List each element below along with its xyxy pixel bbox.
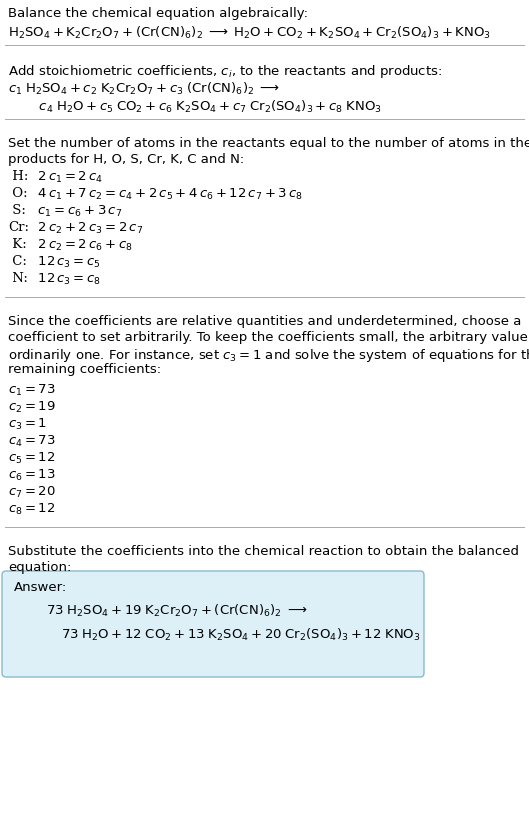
Text: $c_1 = 73$: $c_1 = 73$ bbox=[8, 383, 56, 398]
Text: $\quad c_4\;\mathrm{H_2O} + c_5\;\mathrm{CO_2} + c_6\;\mathrm{K_2SO_4} + c_7\;\m: $\quad c_4\;\mathrm{H_2O} + c_5\;\mathrm… bbox=[26, 99, 382, 115]
Text: $c_2 = 19$: $c_2 = 19$ bbox=[8, 400, 56, 415]
Text: $\;2\,c_2 + 2\,c_3 = 2\,c_7$: $\;2\,c_2 + 2\,c_3 = 2\,c_7$ bbox=[34, 221, 143, 236]
Text: Since the coefficients are relative quantities and underdetermined, choose a: Since the coefficients are relative quan… bbox=[8, 315, 522, 328]
Text: Add stoichiometric coefficients, $c_i$, to the reactants and products:: Add stoichiometric coefficients, $c_i$, … bbox=[8, 63, 442, 80]
Text: $\;12\,c_3 = c_8$: $\;12\,c_3 = c_8$ bbox=[34, 272, 101, 287]
Text: Cr:: Cr: bbox=[8, 221, 29, 234]
Text: Answer:: Answer: bbox=[14, 581, 67, 594]
Text: $c_3 = 1$: $c_3 = 1$ bbox=[8, 417, 47, 432]
Text: ordinarily one. For instance, set $c_3 = 1$ and solve the system of equations fo: ordinarily one. For instance, set $c_3 =… bbox=[8, 347, 529, 364]
Text: $c_1\;\mathrm{H_2SO_4} + c_2\;\mathrm{K_2Cr_2O_7} + c_3\;\mathrm{(Cr(CN)_6)_2}\;: $c_1\;\mathrm{H_2SO_4} + c_2\;\mathrm{K_… bbox=[8, 81, 280, 97]
Text: equation:: equation: bbox=[8, 561, 71, 574]
Text: Balance the chemical equation algebraically:: Balance the chemical equation algebraica… bbox=[8, 7, 308, 20]
Text: $73\;\mathrm{H_2SO_4} + 19\;\mathrm{K_2Cr_2O_7} + \mathrm{(Cr(CN)_6)_2}\;\longri: $73\;\mathrm{H_2SO_4} + 19\;\mathrm{K_2C… bbox=[46, 603, 308, 619]
Text: Set the number of atoms in the reactants equal to the number of atoms in the: Set the number of atoms in the reactants… bbox=[8, 137, 529, 150]
Text: $c_5 = 12$: $c_5 = 12$ bbox=[8, 451, 56, 466]
Text: products for H, O, S, Cr, K, C and N:: products for H, O, S, Cr, K, C and N: bbox=[8, 153, 244, 166]
Text: $c_6 = 13$: $c_6 = 13$ bbox=[8, 468, 56, 483]
Text: C:: C: bbox=[8, 255, 27, 268]
Text: N:: N: bbox=[8, 272, 28, 285]
Text: $\;2\,c_2 = 2\,c_6 + c_8$: $\;2\,c_2 = 2\,c_6 + c_8$ bbox=[34, 238, 133, 253]
Text: Substitute the coefficients into the chemical reaction to obtain the balanced: Substitute the coefficients into the che… bbox=[8, 545, 519, 558]
Text: $\;4\,c_1 + 7\,c_2 = c_4 + 2\,c_5 + 4\,c_6 + 12\,c_7 + 3\,c_8$: $\;4\,c_1 + 7\,c_2 = c_4 + 2\,c_5 + 4\,c… bbox=[34, 187, 303, 202]
Text: O:: O: bbox=[8, 187, 28, 200]
FancyBboxPatch shape bbox=[2, 571, 424, 677]
Text: $\mathrm{H_2SO_4 + K_2Cr_2O_7 + (Cr(CN)_6)_2}$$\;\longrightarrow\;$$\mathrm{H_2O: $\mathrm{H_2SO_4 + K_2Cr_2O_7 + (Cr(CN)_… bbox=[8, 25, 491, 41]
Text: $\;2\,c_1 = 2\,c_4$: $\;2\,c_1 = 2\,c_4$ bbox=[34, 170, 103, 185]
Text: $c_4 = 73$: $c_4 = 73$ bbox=[8, 434, 56, 449]
Text: H:: H: bbox=[8, 170, 29, 183]
Text: remaining coefficients:: remaining coefficients: bbox=[8, 363, 161, 376]
Text: $73\;\mathrm{H_2O} + 12\;\mathrm{CO_2} + 13\;\mathrm{K_2SO_4} + 20\;\mathrm{Cr_2: $73\;\mathrm{H_2O} + 12\;\mathrm{CO_2} +… bbox=[61, 627, 421, 643]
Text: $\;12\,c_3 = c_5$: $\;12\,c_3 = c_5$ bbox=[34, 255, 101, 270]
Text: K:: K: bbox=[8, 238, 27, 251]
Text: coefficient to set arbitrarily. To keep the coefficients small, the arbitrary va: coefficient to set arbitrarily. To keep … bbox=[8, 331, 529, 344]
Text: $\;c_1 = c_6 + 3\,c_7$: $\;c_1 = c_6 + 3\,c_7$ bbox=[34, 204, 122, 219]
Text: $c_7 = 20$: $c_7 = 20$ bbox=[8, 485, 56, 500]
Text: $c_8 = 12$: $c_8 = 12$ bbox=[8, 502, 56, 517]
Text: S:: S: bbox=[8, 204, 26, 217]
